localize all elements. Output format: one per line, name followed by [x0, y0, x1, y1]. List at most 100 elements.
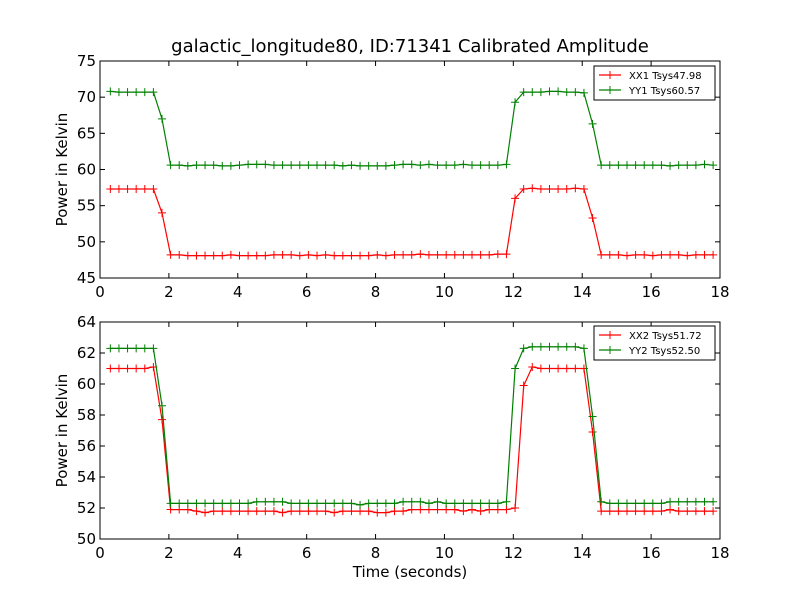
data-point-marker [424, 250, 433, 259]
data-point-marker [209, 499, 218, 508]
data-point-marker [485, 499, 494, 508]
legend: XX1 Tsys47.98 YY1 Tsys60.57 [593, 65, 716, 101]
data-point-marker [519, 88, 528, 97]
x-tick-label: 14 [573, 283, 592, 301]
data-point-marker [123, 364, 132, 373]
data-point-marker [304, 507, 313, 516]
x-tick-label: 18 [710, 544, 729, 562]
data-point-marker [235, 499, 244, 508]
x-tick-label: 10 [435, 283, 454, 301]
data-point-marker [623, 499, 631, 508]
data-point-marker [433, 497, 442, 506]
data-point-marker [201, 251, 210, 260]
data-point-marker [201, 508, 210, 517]
data-point-marker [666, 250, 675, 259]
x-axis-label: Time (seconds) [352, 563, 468, 581]
data-point-marker [562, 342, 571, 351]
data-point-marker [399, 160, 408, 169]
data-point-marker [278, 508, 287, 517]
data-point-marker [545, 342, 554, 351]
data-point-marker [373, 161, 382, 170]
data-point-marker [511, 194, 520, 203]
data-point-marker [450, 499, 459, 508]
data-point-marker [269, 497, 278, 506]
data-point-marker [709, 161, 718, 170]
data-point-marker [407, 497, 416, 506]
data-point-marker [433, 505, 442, 514]
data-point-marker [373, 508, 382, 517]
data-point-marker [579, 185, 588, 194]
data-point-marker [485, 161, 494, 170]
data-point-marker [269, 507, 278, 516]
data-point-marker [381, 251, 390, 260]
data-point-marker [381, 508, 390, 517]
data-point-marker [691, 161, 700, 170]
legend-marker [606, 346, 614, 354]
data-point-marker [442, 250, 451, 259]
data-point-marker [304, 161, 313, 170]
data-point-marker [123, 185, 132, 194]
data-point-marker [244, 251, 253, 260]
legend-marker [606, 86, 614, 94]
data-point-marker [235, 161, 244, 170]
data-point-marker [545, 364, 554, 373]
data-point-marker [536, 88, 545, 97]
data-point-marker [106, 87, 115, 96]
x-tick-label: 4 [233, 544, 243, 562]
y-axis-label: Power in Kelvin [53, 374, 71, 488]
data-point-marker [373, 250, 382, 259]
data-point-marker [218, 251, 227, 260]
data-point-marker [114, 344, 123, 353]
data-point-marker [640, 250, 649, 259]
data-point-marker [381, 499, 390, 508]
data-point-marker [269, 161, 278, 170]
data-point-marker [364, 507, 373, 516]
series-yy-line-group [106, 87, 718, 170]
legend-label: YY2 Tsys52.50 [628, 346, 700, 357]
data-point-marker [338, 507, 347, 516]
plot-frame [99, 321, 721, 540]
data-point-marker [356, 500, 365, 509]
data-point-marker [640, 499, 649, 508]
data-point-marker [192, 507, 201, 516]
data-point-marker [605, 161, 614, 170]
legend: XX2 Tsys51.72 YY2 Tsys52.50 [593, 325, 716, 361]
data-point-marker [278, 250, 287, 259]
data-point-marker [287, 499, 296, 508]
data-point-marker [399, 507, 408, 516]
data-point-marker [476, 250, 485, 259]
data-point-marker [226, 507, 235, 516]
legend-label: XX2 Tsys51.72 [629, 331, 702, 342]
x-tick-label: 0 [95, 283, 105, 301]
data-point-marker [158, 208, 166, 217]
data-point-marker [321, 161, 330, 170]
data-point-marker [390, 507, 399, 516]
data-point-marker [562, 88, 571, 97]
data-point-marker [416, 505, 425, 514]
data-point-marker [347, 507, 356, 516]
data-point-marker [261, 251, 270, 260]
data-point-marker [459, 499, 468, 508]
data-point-marker [519, 381, 528, 390]
series-line [110, 187, 714, 257]
data-point-marker [416, 250, 425, 259]
data-point-marker [123, 88, 132, 97]
data-point-marker [407, 250, 416, 259]
data-point-marker [218, 161, 227, 170]
y-tick-label: 54 [77, 468, 96, 486]
data-point-marker [571, 364, 580, 373]
series-line [110, 366, 714, 514]
data-point-marker [631, 250, 640, 259]
data-point-marker [175, 499, 184, 508]
data-point-marker [691, 250, 700, 259]
data-point-marker [459, 160, 468, 169]
data-point-marker [519, 185, 528, 194]
data-point-marker [468, 250, 476, 259]
data-point-marker [459, 507, 468, 516]
data-point-marker [631, 507, 640, 516]
data-point-marker [226, 161, 235, 170]
data-point-marker [691, 497, 700, 506]
data-point-marker [588, 213, 597, 222]
y-tick-label: 65 [77, 124, 96, 142]
data-point-marker [192, 499, 201, 508]
